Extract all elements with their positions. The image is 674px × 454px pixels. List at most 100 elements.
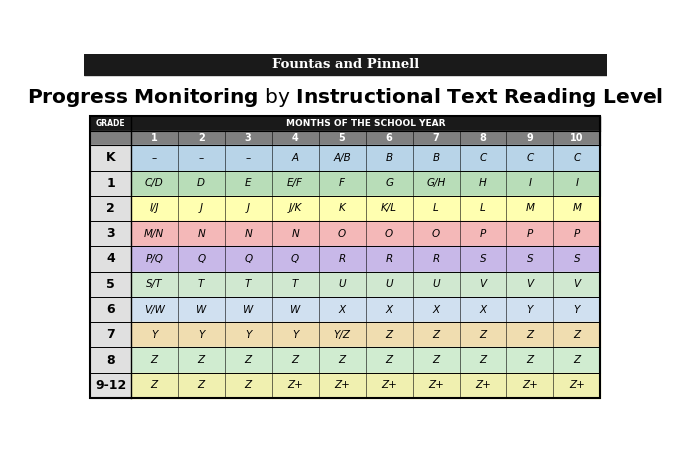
Text: GRADE: GRADE [96, 119, 125, 128]
Bar [506, 271, 553, 297]
Bar [90, 116, 131, 132]
Bar [90, 271, 131, 297]
Bar [90, 221, 131, 247]
Text: Z: Z [197, 355, 205, 365]
Text: 5: 5 [106, 278, 115, 291]
Bar [553, 221, 601, 247]
Bar [365, 196, 412, 221]
Text: Z: Z [479, 355, 487, 365]
Text: K: K [106, 152, 115, 164]
Bar [272, 132, 319, 145]
Text: Y: Y [527, 305, 533, 315]
Bar [506, 196, 553, 221]
Text: J: J [200, 203, 203, 213]
Text: V: V [574, 279, 580, 289]
Text: Y: Y [292, 330, 299, 340]
Bar [90, 145, 131, 171]
Text: G/H: G/H [427, 178, 446, 188]
Bar [506, 347, 553, 373]
Bar [506, 221, 553, 247]
Text: D: D [197, 178, 205, 188]
Bar [272, 347, 319, 373]
Text: S: S [526, 254, 533, 264]
Text: 6: 6 [106, 303, 115, 316]
Text: V/W: V/W [144, 305, 164, 315]
Text: R: R [433, 254, 439, 264]
Bar [412, 221, 460, 247]
Bar [131, 347, 178, 373]
Bar [178, 221, 224, 247]
Bar [412, 271, 460, 297]
Bar [224, 171, 272, 196]
Bar [178, 132, 224, 145]
Text: U: U [386, 279, 393, 289]
Text: R: R [386, 254, 393, 264]
Bar [224, 322, 272, 347]
Text: T: T [292, 279, 299, 289]
Text: A: A [292, 153, 299, 163]
Bar [131, 116, 601, 132]
Bar [90, 116, 601, 398]
Bar [272, 322, 319, 347]
Text: 8: 8 [479, 133, 487, 143]
Text: O: O [385, 229, 393, 239]
Text: 2: 2 [198, 133, 205, 143]
Bar [365, 347, 412, 373]
Bar [365, 297, 412, 322]
Text: 3: 3 [245, 133, 251, 143]
Text: 8: 8 [106, 354, 115, 366]
Bar [319, 196, 365, 221]
Bar [506, 132, 553, 145]
Text: Z: Z [526, 355, 534, 365]
Text: Y/Z: Y/Z [334, 330, 350, 340]
Bar [224, 132, 272, 145]
Bar [365, 145, 412, 171]
Text: Z: Z [386, 330, 393, 340]
Bar [460, 297, 506, 322]
Bar [90, 247, 131, 271]
Text: N: N [197, 229, 205, 239]
Text: Q: Q [244, 254, 252, 264]
Bar [224, 347, 272, 373]
Text: V: V [479, 279, 487, 289]
Bar [460, 221, 506, 247]
Text: B: B [386, 153, 393, 163]
Text: Z+: Z+ [381, 380, 397, 390]
Bar [319, 247, 365, 271]
Bar [131, 297, 178, 322]
Text: Z: Z [151, 380, 158, 390]
Text: P: P [527, 229, 533, 239]
Bar [224, 297, 272, 322]
Bar [272, 145, 319, 171]
Bar [506, 322, 553, 347]
Text: 5: 5 [339, 133, 346, 143]
Bar [460, 322, 506, 347]
Text: I/J: I/J [150, 203, 159, 213]
Bar [553, 373, 601, 398]
Text: Z+: Z+ [428, 380, 444, 390]
Text: –: – [199, 153, 204, 163]
Bar [553, 271, 601, 297]
Bar [90, 132, 131, 145]
Text: Z: Z [338, 355, 346, 365]
Bar [272, 196, 319, 221]
Bar [460, 247, 506, 271]
Bar [319, 322, 365, 347]
Bar [460, 271, 506, 297]
Bar [412, 132, 460, 145]
Text: J: J [247, 203, 249, 213]
Bar [412, 373, 460, 398]
Bar [365, 247, 412, 271]
Text: I: I [528, 178, 532, 188]
Bar [319, 271, 365, 297]
Bar [506, 373, 553, 398]
Text: $\bf{Progress\ Monitoring}$ by $\bf{Instructional\ Text\ Reading\ Level}$: $\bf{Progress\ Monitoring}$ by $\bf{Inst… [28, 86, 663, 109]
Bar [553, 297, 601, 322]
Bar [319, 171, 365, 196]
Bar [365, 221, 412, 247]
Text: Q: Q [197, 254, 206, 264]
Text: Y: Y [151, 330, 158, 340]
Bar [90, 196, 131, 221]
Text: Z: Z [479, 330, 487, 340]
Bar [224, 271, 272, 297]
